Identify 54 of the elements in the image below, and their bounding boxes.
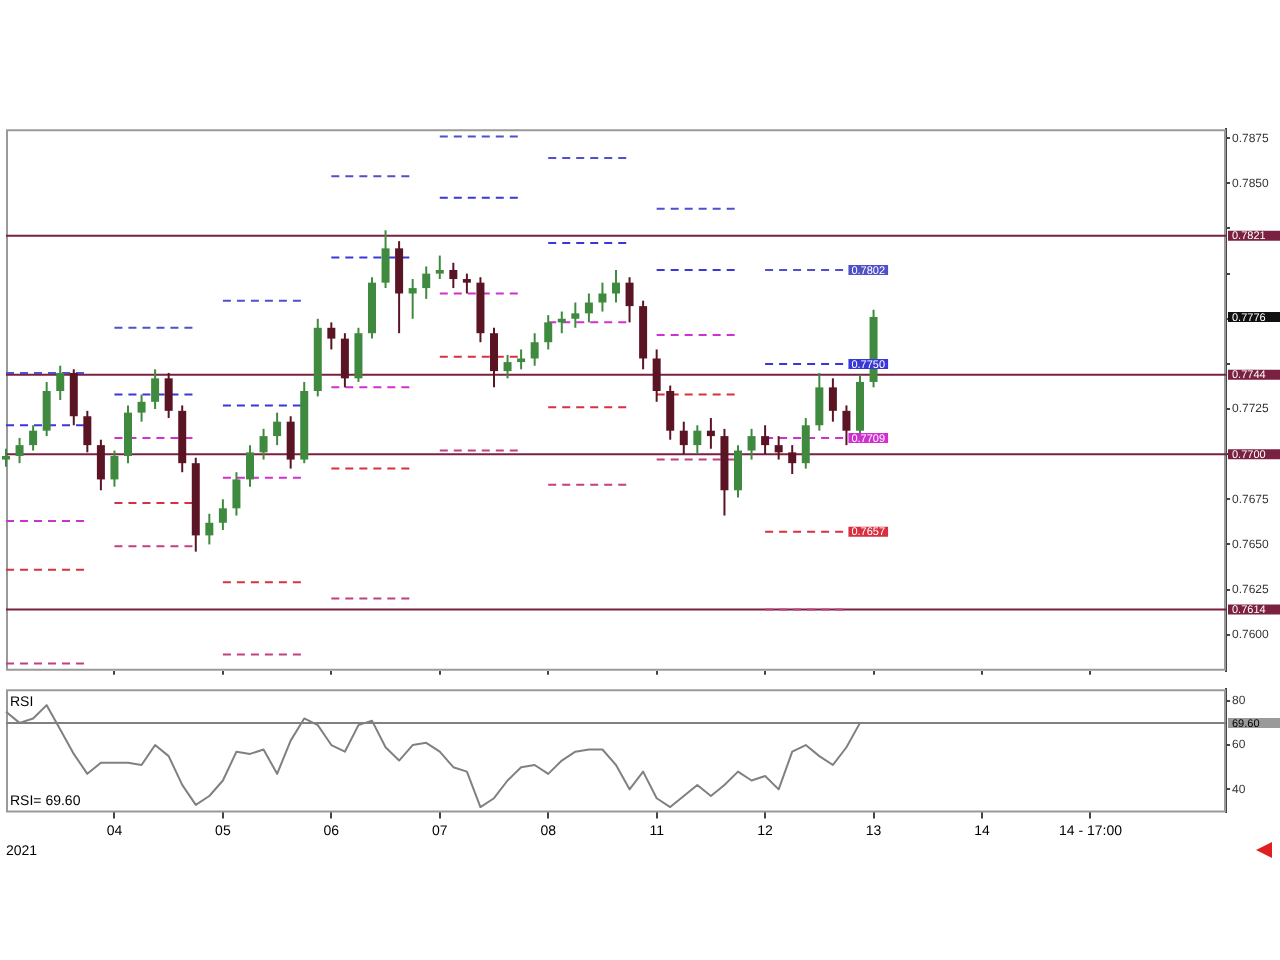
candlestick bbox=[571, 301, 580, 329]
candlestick bbox=[42, 380, 51, 438]
candlestick bbox=[259, 427, 268, 461]
candlestick bbox=[842, 404, 851, 447]
candlestick bbox=[652, 348, 661, 403]
candlestick bbox=[354, 326, 363, 383]
candlestick bbox=[584, 292, 593, 324]
candlestick bbox=[96, 438, 105, 492]
candlestick bbox=[449, 261, 458, 290]
candlestick bbox=[395, 240, 404, 335]
candlestick bbox=[435, 254, 444, 281]
candlestick bbox=[124, 404, 132, 465]
candlestick bbox=[679, 420, 688, 456]
candlestick bbox=[462, 272, 471, 295]
candlestick bbox=[69, 368, 78, 427]
candlestick bbox=[246, 444, 254, 488]
candlestick bbox=[381, 229, 390, 290]
candlestick bbox=[232, 471, 241, 517]
candlestick bbox=[503, 353, 512, 380]
candlestick bbox=[218, 498, 227, 531]
candlestick bbox=[612, 269, 620, 304]
candlestick bbox=[273, 411, 282, 447]
candlestick bbox=[828, 377, 837, 423]
candlestick bbox=[490, 326, 498, 389]
candlestick bbox=[734, 444, 742, 499]
candlestick bbox=[164, 371, 173, 420]
candlestick bbox=[422, 265, 431, 300]
candlestick bbox=[666, 384, 675, 441]
candlestick bbox=[327, 321, 336, 351]
candlestick bbox=[340, 332, 349, 389]
candlestick bbox=[544, 314, 553, 351]
candlestick bbox=[83, 409, 92, 454]
candlestick bbox=[137, 393, 146, 423]
candlestick bbox=[774, 435, 783, 461]
candlestick bbox=[286, 415, 295, 470]
candlestick bbox=[151, 368, 160, 411]
candlestick bbox=[801, 417, 810, 470]
candlestick bbox=[15, 436, 24, 465]
candlestick bbox=[788, 444, 797, 476]
candlestick bbox=[408, 278, 417, 320]
candlestick bbox=[625, 276, 634, 324]
candlestick bbox=[761, 424, 770, 456]
candlestick bbox=[815, 371, 824, 432]
candlestick bbox=[530, 332, 539, 367]
candlestick bbox=[110, 449, 119, 488]
candlestick bbox=[693, 424, 702, 456]
candlestick bbox=[205, 512, 214, 546]
candlestick bbox=[517, 348, 526, 371]
candlestick bbox=[706, 417, 715, 450]
candlestick bbox=[56, 364, 65, 401]
candlestick bbox=[598, 281, 607, 313]
candlestick bbox=[29, 424, 38, 452]
candlestick bbox=[2, 447, 10, 468]
candlestick bbox=[747, 427, 756, 461]
